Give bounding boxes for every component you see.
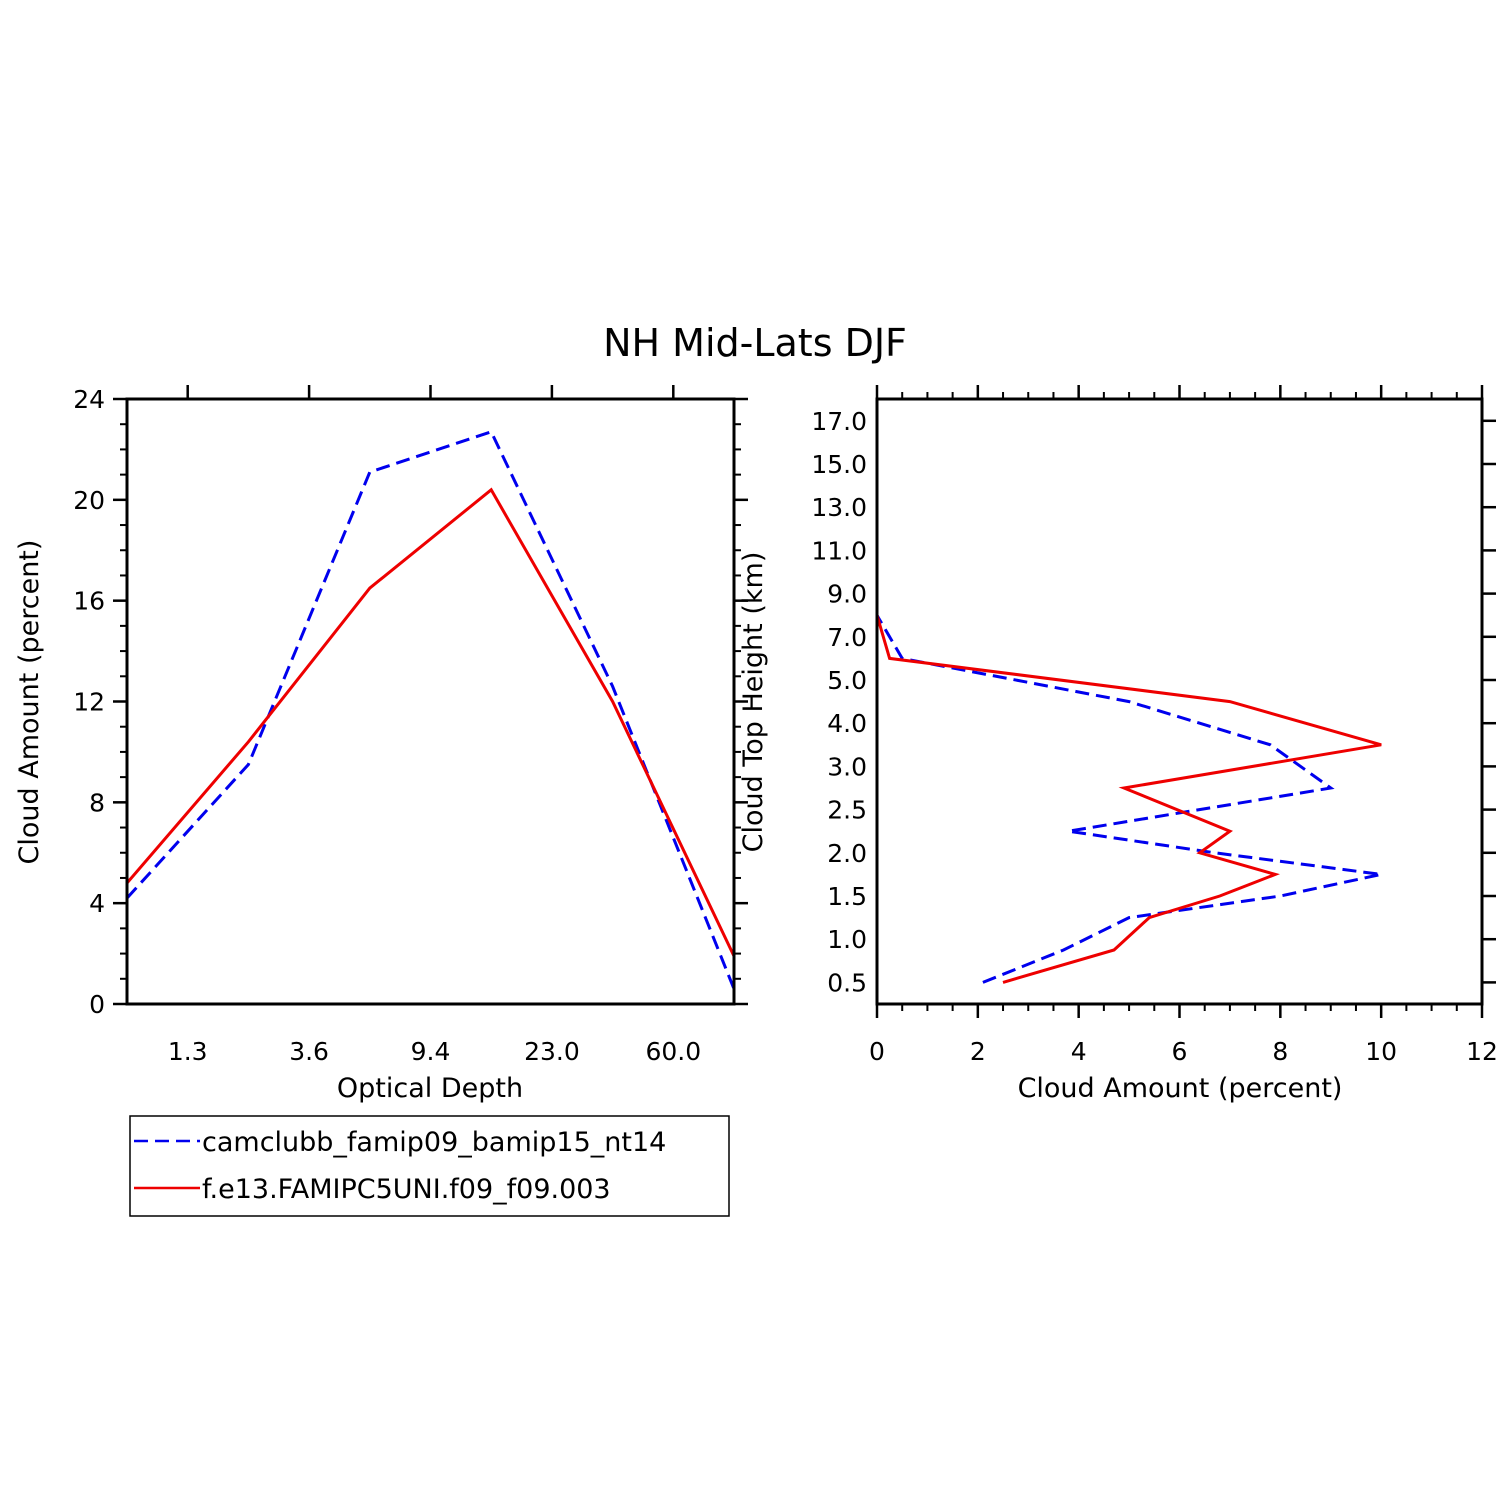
optical-depth-y-tick-label: 4 — [89, 889, 105, 918]
cloud-height-x-tick-label: 12 — [1466, 1037, 1498, 1066]
legend: camclubb_famip09_bamip15_nt14 f.e13.FAMI… — [129, 1115, 730, 1217]
cloud-height-y-tick-label: 5.0 — [827, 666, 867, 695]
chart-title: NH Mid-Lats DJF — [603, 321, 907, 365]
cloud-height-y-tick-label: 7.0 — [827, 623, 867, 652]
cloud-height-x-tick-label: 8 — [1272, 1037, 1288, 1066]
cloud-height-y-tick-label: 3.0 — [827, 752, 867, 781]
cloud-height-y-label: Cloud Top Height (km) — [738, 552, 769, 853]
cloud-height-y-tick-label: 2.5 — [827, 796, 867, 825]
optical-depth-y-tick-label: 16 — [73, 587, 105, 616]
optical-depth-y-tick-label: 8 — [89, 788, 105, 817]
cloud-height-frame — [875, 397, 1484, 1006]
optical-depth-panel: 0 4 8 12 16 20 24 1.3 3.6 9.4 23.0 60.0 Optical Dep… — [14, 385, 748, 1104]
cloud-height-y-tick-label: 2.0 — [827, 839, 867, 868]
optical-depth-series-camclubb — [125, 429, 736, 990]
cloud-height-y-tick-label: 4.0 — [827, 709, 867, 738]
optical-depth-x-tick-label: 1.3 — [168, 1037, 208, 1066]
optical-depth-y-tick-label: 12 — [73, 688, 105, 717]
cloud-height-y-tick-label: 1.0 — [827, 925, 867, 954]
legend-box — [129, 1115, 730, 1217]
cloud-height-x-tick-label: 0 — [869, 1037, 885, 1066]
cloud-height-y-tick-label: 9.0 — [827, 580, 867, 609]
optical-depth-frame — [125, 397, 736, 1006]
cloud-height-series-camclubb — [875, 399, 1382, 984]
cloud-height-y-tick-label: 1.5 — [827, 882, 867, 911]
optical-depth-x-tick-label: 3.6 — [289, 1037, 329, 1066]
optical-depth-y-tick-label: 24 — [73, 385, 105, 414]
cloud-height-x-tick-label: 4 — [1071, 1037, 1087, 1066]
cloud-height-series-fe13 — [875, 399, 1382, 984]
cloud-height-x-label: Cloud Amount (percent) — [1018, 1073, 1343, 1104]
optical-depth-x-label: Optical Depth — [337, 1073, 523, 1104]
optical-depth-x-tick-label: 9.4 — [411, 1037, 451, 1066]
cloud-height-x-tick-label: 2 — [970, 1037, 986, 1066]
cloud-height-y-tick-label: 13.0 — [811, 493, 867, 522]
cloud-height-x-tick-label: 10 — [1365, 1037, 1397, 1066]
optical-depth-y-label: Cloud Amount (percent) — [14, 540, 45, 865]
optical-depth-x-tick-label: 60.0 — [645, 1037, 701, 1066]
cloud-height-y-tick-label: 11.0 — [811, 536, 867, 565]
cloud-height-panel: 0 2 4 6 8 10 12 0.5 1.0 1.5 2.0 2.5 3.0 4.0 5.0 7.0 9.0 1… — [738, 385, 1498, 1104]
cloud-height-x-tick-label: 6 — [1172, 1037, 1188, 1066]
legend-label-camclubb: camclubb_famip09_bamip15_nt14 — [202, 1127, 666, 1158]
optical-depth-y-tick-label: 0 — [89, 990, 105, 1019]
cloud-height-y-tick-label: 17.0 — [811, 407, 867, 436]
cloud-height-y-tick-label: 15.0 — [811, 450, 867, 479]
optical-depth-series-fe13 — [125, 487, 736, 957]
cloud-height-y-tick-label: 0.5 — [827, 968, 867, 997]
optical-depth-x-tick-label: 23.0 — [524, 1037, 580, 1066]
legend-label-fe13: f.e13.FAMIPC5UNI.f09_f09.003 — [202, 1174, 611, 1205]
optical-depth-y-tick-label: 20 — [73, 486, 105, 515]
